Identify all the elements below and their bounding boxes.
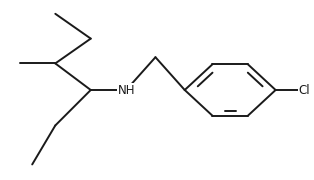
Text: NH: NH bbox=[117, 84, 135, 96]
Text: Cl: Cl bbox=[299, 84, 310, 96]
